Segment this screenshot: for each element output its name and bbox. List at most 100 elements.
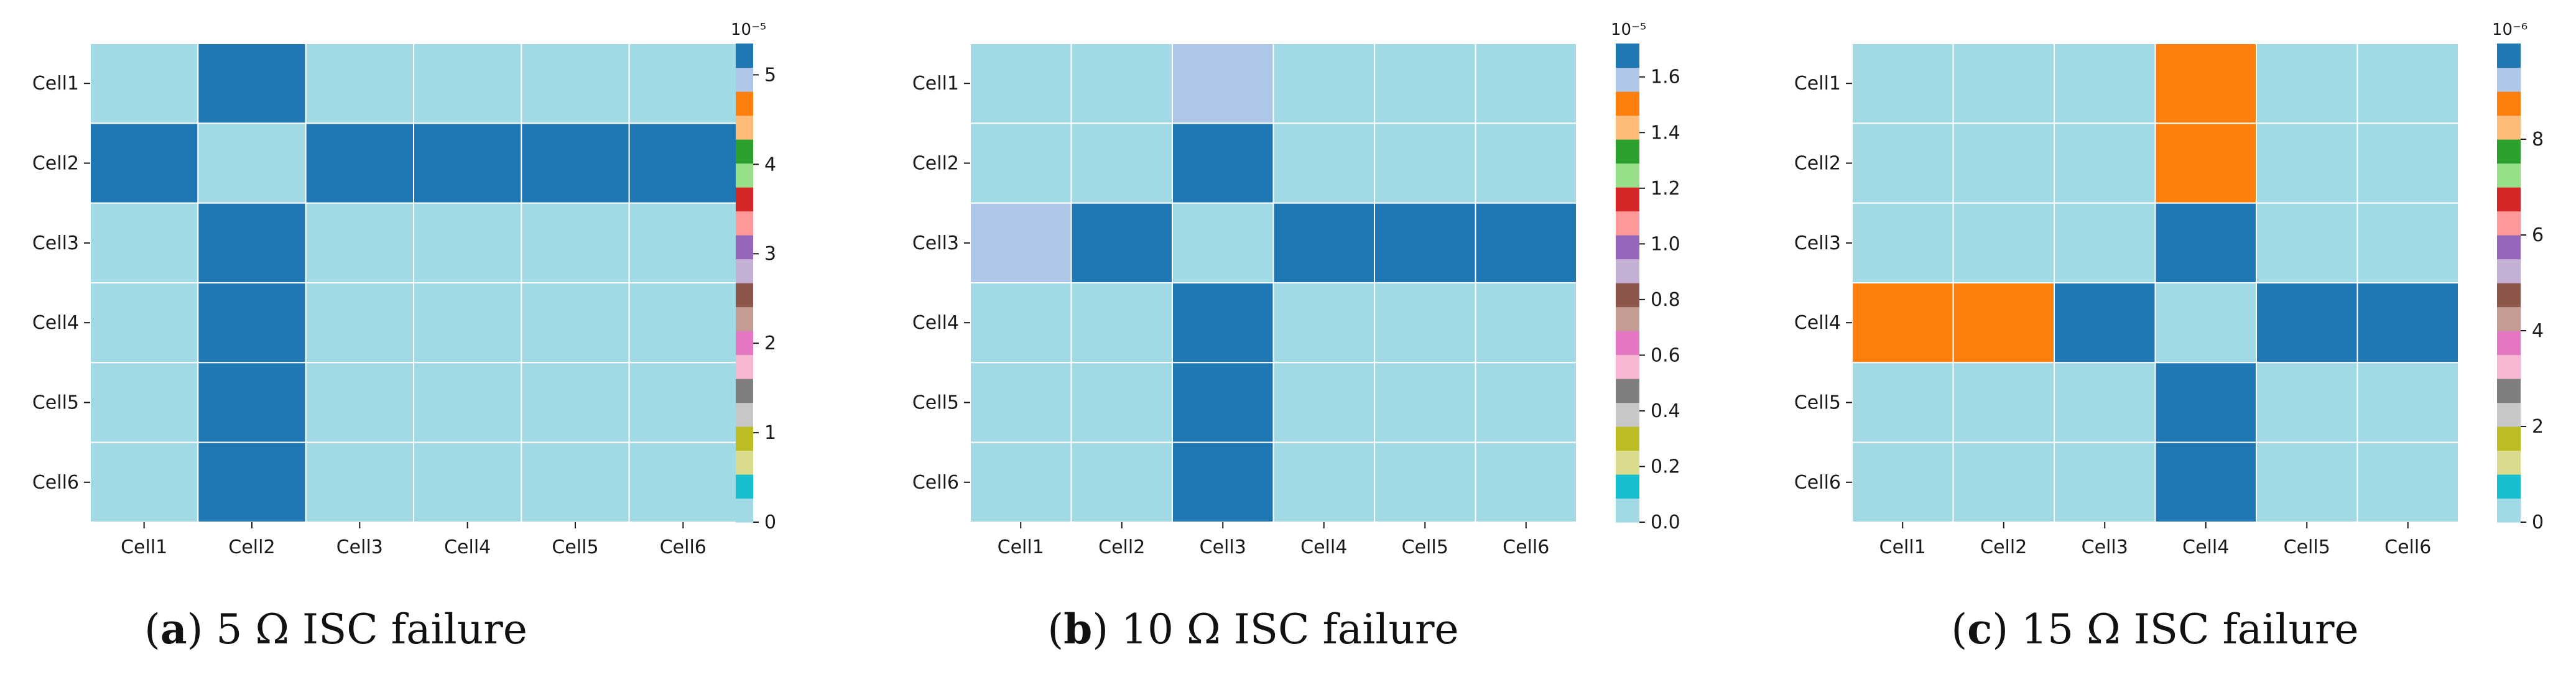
heatmap-b-cell-r5-c3 bbox=[1172, 362, 1274, 443]
heatmap-a-cell-r4-c5 bbox=[521, 282, 630, 364]
heatmap-a-cell-r5-c1 bbox=[90, 362, 199, 443]
heatmap-c-cell-r1-c3 bbox=[2054, 43, 2156, 124]
heatmap-c-cell-r5-c1 bbox=[1851, 362, 1954, 443]
heatmap-a-xlabel-3: Cell3 bbox=[336, 536, 383, 558]
heatmap-a-xlabel-5: Cell5 bbox=[552, 536, 598, 558]
heatmap-b-cell-r1-c3 bbox=[1172, 43, 1274, 124]
colorbar-b-segment-18 bbox=[1616, 91, 1639, 116]
colorbar-b-segment-19 bbox=[1616, 67, 1639, 92]
heatmap-a-cell-r5-c5 bbox=[521, 362, 630, 443]
heatmap-b-ylabel-5: Cell5 bbox=[912, 392, 959, 414]
heatmap-b-cell-r1-c1 bbox=[970, 43, 1072, 124]
colorbar-c-segment-7 bbox=[2497, 354, 2521, 379]
colorbar-b-segment-9 bbox=[1616, 306, 1639, 331]
heatmap-b-ylabel-1: Cell1 bbox=[912, 73, 959, 94]
heatmap-c-cell-r2-c3 bbox=[2054, 122, 2156, 204]
heatmap-b-cell-r4-c4 bbox=[1272, 282, 1375, 364]
colorbar-c-segment-5 bbox=[2497, 402, 2521, 427]
caption-b: (b) 10 Ω ISC failure bbox=[1047, 605, 1458, 653]
heatmap-b-cell-r2-c1 bbox=[970, 122, 1072, 204]
heatmap-c-cell-r1-c5 bbox=[2256, 43, 2358, 124]
colorbar-a-segment-18 bbox=[736, 91, 753, 116]
heatmap-c-xlabel-1: Cell1 bbox=[1879, 536, 1926, 558]
heatmap-c-cell-r4-c1 bbox=[1851, 282, 1954, 364]
colorbar-a-ticklabel-1: 0 bbox=[764, 512, 776, 533]
colorbar-b-ticklabel-1: 0.0 bbox=[1651, 512, 1680, 533]
heatmap-b-cell-r6-c3 bbox=[1172, 441, 1274, 523]
colorbar-a-segment-14 bbox=[736, 187, 753, 212]
heatmap-b-cell-r3-c2 bbox=[1070, 202, 1173, 283]
colorbar-c-segment-17 bbox=[2497, 115, 2521, 140]
heatmap-c-cell-r5-c5 bbox=[2256, 362, 2358, 443]
heatmap-a-cell-r4-c2 bbox=[197, 282, 307, 364]
colorbar-b-segment-15 bbox=[1616, 163, 1639, 188]
colorbar-c-segment-9 bbox=[2497, 306, 2521, 331]
colorbar-a-exponent: 10⁻⁵ bbox=[731, 21, 766, 39]
heatmap-b-cell-r2-c2 bbox=[1070, 122, 1173, 204]
colorbar-b-segment-1 bbox=[1616, 498, 1639, 523]
heatmap-a-cell-r6-c6 bbox=[628, 441, 738, 523]
heatmap-b-cell-r5-c2 bbox=[1070, 362, 1173, 443]
colorbar-a-segment-15 bbox=[736, 163, 753, 188]
colorbar-c-segment-18 bbox=[2497, 91, 2521, 116]
heatmap-b-cell-r1-c5 bbox=[1374, 43, 1476, 124]
colorbar-b-segment-4 bbox=[1616, 426, 1639, 451]
heatmap-a-cell-r4-c3 bbox=[305, 282, 414, 364]
colorbar-b-ticklabel-3: 0.4 bbox=[1651, 400, 1680, 422]
heatmap-a-cell-r2-c1 bbox=[90, 122, 199, 204]
heatmap-b-xlabel-2: Cell2 bbox=[1098, 536, 1145, 558]
heatmap-a-cell-r3-c4 bbox=[413, 202, 522, 283]
colorbar-a-ticklabel-4: 3 bbox=[764, 243, 776, 265]
colorbar-a-segment-17 bbox=[736, 115, 753, 140]
heatmap-c-cell-r2-c5 bbox=[2256, 122, 2358, 204]
colorbar-b-segment-11 bbox=[1616, 259, 1639, 283]
heatmap-c-xlabel-6: Cell6 bbox=[2384, 536, 2431, 558]
heatmap-c-cell-r4-c4 bbox=[2154, 282, 2257, 364]
colorbar-a-segment-3 bbox=[736, 450, 753, 475]
heatmap-b-cell-r4-c5 bbox=[1374, 282, 1476, 364]
colorbar-b-segment-20 bbox=[1616, 44, 1639, 68]
heatmap-b-xlabel-1: Cell1 bbox=[998, 536, 1044, 558]
caption-a-label: a bbox=[160, 605, 187, 653]
heatmap-c-cell-r3-c4 bbox=[2154, 202, 2257, 283]
heatmap-a-cell-r2-c3 bbox=[305, 122, 414, 204]
heatmap-c-xlabel-3: Cell3 bbox=[2082, 536, 2128, 558]
colorbar-a-segment-7 bbox=[736, 354, 753, 379]
heatmap-a-cell-r6-c1 bbox=[90, 441, 199, 523]
colorbar-b-ticklabel-7: 1.2 bbox=[1651, 178, 1680, 200]
heatmap-c-cell-r5-c6 bbox=[2356, 362, 2459, 443]
heatmap-a-xlabel-1: Cell1 bbox=[121, 536, 167, 558]
heatmap-a-cell-r5-c6 bbox=[628, 362, 738, 443]
colorbar-a-segment-4 bbox=[736, 426, 753, 451]
colorbar-b-exponent: 10⁻⁵ bbox=[1611, 21, 1646, 39]
heatmap-a-xlabel-2: Cell2 bbox=[228, 536, 275, 558]
heatmap-a-cell-r6-c4 bbox=[413, 441, 522, 523]
colorbar-b-ticklabel-5: 0.8 bbox=[1651, 289, 1680, 311]
colorbar-a-ticklabel-3: 2 bbox=[764, 333, 776, 354]
heatmap-b-cell-r3-c6 bbox=[1475, 202, 1577, 283]
heatmap-c-cell-r6-c2 bbox=[1952, 441, 2055, 523]
panel-a-heatmap: Cell1 Cell2 Cell3 Cell4 Cell5 Cell6 Cell1 Cell2… bbox=[32, 21, 776, 558]
colorbar-a-ticklabel-2: 1 bbox=[764, 422, 776, 444]
heatmap-c-ylabel-4: Cell4 bbox=[1794, 312, 1841, 334]
colorbar-a-ticklabel-5: 4 bbox=[764, 154, 776, 175]
heatmap-c-cell-r1-c2 bbox=[1952, 43, 2055, 124]
heatmap-b-cell-r5-c1 bbox=[970, 362, 1072, 443]
colorbar-c-ticklabel-4: 6 bbox=[2532, 224, 2544, 246]
heatmap-a-cell-r3-c6 bbox=[628, 202, 738, 283]
heatmap-a-ylabel-1: Cell1 bbox=[32, 73, 79, 94]
colorbar-a-segment-9 bbox=[736, 306, 753, 331]
caption-b-label: b bbox=[1063, 605, 1092, 653]
colorbar-b-ticklabel-4: 0.6 bbox=[1651, 344, 1680, 366]
colorbar-a-segment-16 bbox=[736, 139, 753, 164]
heatmap-a-cell-r4-c6 bbox=[628, 282, 738, 364]
heatmap-c-cell-r6-c6 bbox=[2356, 441, 2459, 523]
colorbar-a-segment-20 bbox=[736, 44, 753, 68]
heatmap-b-xlabel-6: Cell6 bbox=[1503, 536, 1549, 558]
colorbar-a-ticklabel-6: 5 bbox=[764, 64, 776, 86]
heatmap-c-cell-r1-c1 bbox=[1851, 43, 1954, 124]
colorbar-a-segment-6 bbox=[736, 379, 753, 403]
heatmap-b-xlabel-4: Cell4 bbox=[1300, 536, 1347, 558]
heatmap-c-cell-r3-c6 bbox=[2356, 202, 2459, 283]
colorbar-b-segment-10 bbox=[1616, 283, 1639, 308]
